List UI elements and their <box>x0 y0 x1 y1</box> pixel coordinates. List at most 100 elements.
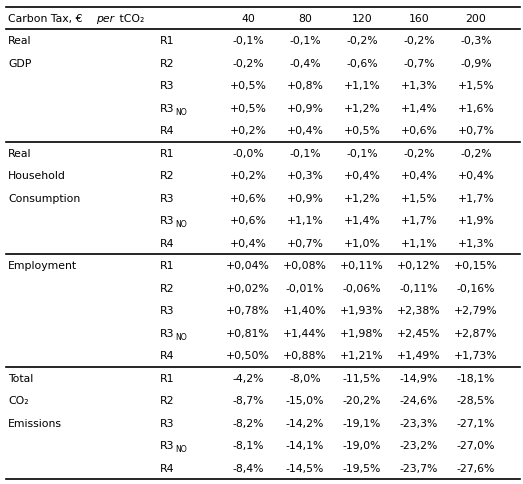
Text: +1,49%: +1,49% <box>397 350 441 361</box>
Text: R3: R3 <box>160 104 175 114</box>
Text: +0,04%: +0,04% <box>226 261 270 271</box>
Text: R2: R2 <box>160 395 175 406</box>
Text: -0,11%: -0,11% <box>400 283 438 293</box>
Text: GDP: GDP <box>8 59 31 69</box>
Text: Household: Household <box>8 171 66 181</box>
Text: -0,4%: -0,4% <box>289 59 321 69</box>
Text: +0,81%: +0,81% <box>226 328 270 338</box>
Text: -8,4%: -8,4% <box>232 463 264 473</box>
Text: -11,5%: -11,5% <box>343 373 381 383</box>
Text: +1,7%: +1,7% <box>458 193 494 203</box>
Text: +1,1%: +1,1% <box>401 238 437 248</box>
Text: -18,1%: -18,1% <box>457 373 495 383</box>
Text: -0,2%: -0,2% <box>403 149 435 158</box>
Text: Real: Real <box>8 149 31 158</box>
Text: R4: R4 <box>160 350 175 361</box>
Text: -0,1%: -0,1% <box>289 36 321 46</box>
Text: +1,5%: +1,5% <box>458 81 494 91</box>
Text: +0,9%: +0,9% <box>287 104 323 114</box>
Text: +0,12%: +0,12% <box>397 261 441 271</box>
Text: +1,44%: +1,44% <box>283 328 327 338</box>
Text: R1: R1 <box>160 149 175 158</box>
Text: +1,21%: +1,21% <box>340 350 384 361</box>
Text: -28,5%: -28,5% <box>457 395 495 406</box>
Text: R1: R1 <box>160 373 175 383</box>
Text: Total: Total <box>8 373 33 383</box>
Text: -0,2%: -0,2% <box>232 59 264 69</box>
Text: R4: R4 <box>160 126 175 136</box>
Text: R3: R3 <box>160 440 175 450</box>
Text: -8,2%: -8,2% <box>232 418 264 428</box>
Text: +0,2%: +0,2% <box>230 171 266 181</box>
Text: +0,2%: +0,2% <box>230 126 266 136</box>
Text: -14,9%: -14,9% <box>400 373 438 383</box>
Text: -0,9%: -0,9% <box>460 59 492 69</box>
Text: -0,7%: -0,7% <box>403 59 435 69</box>
Text: +2,45%: +2,45% <box>397 328 441 338</box>
Text: -14,5%: -14,5% <box>286 463 324 473</box>
Text: R1: R1 <box>160 261 175 271</box>
Text: R4: R4 <box>160 463 175 473</box>
Text: +0,11%: +0,11% <box>340 261 384 271</box>
Text: +0,15%: +0,15% <box>454 261 498 271</box>
Text: R2: R2 <box>160 283 175 293</box>
Text: 40: 40 <box>241 14 255 24</box>
Text: +1,9%: +1,9% <box>458 216 494 226</box>
Text: +1,3%: +1,3% <box>458 238 494 248</box>
Text: +1,40%: +1,40% <box>283 305 327 316</box>
Text: -15,0%: -15,0% <box>286 395 324 406</box>
Text: -8,7%: -8,7% <box>232 395 264 406</box>
Text: +1,3%: +1,3% <box>401 81 437 91</box>
Text: +1,4%: +1,4% <box>401 104 437 114</box>
Text: +1,0%: +1,0% <box>344 238 380 248</box>
Text: +0,4%: +0,4% <box>287 126 323 136</box>
Text: +0,4%: +0,4% <box>401 171 437 181</box>
Text: R4: R4 <box>160 238 175 248</box>
Text: R3: R3 <box>160 81 175 91</box>
Text: +1,93%: +1,93% <box>340 305 384 316</box>
Text: +0,78%: +0,78% <box>226 305 270 316</box>
Text: Employment: Employment <box>8 261 77 271</box>
Text: Consumption: Consumption <box>8 193 80 203</box>
Text: -8,0%: -8,0% <box>289 373 321 383</box>
Text: +0,6%: +0,6% <box>401 126 437 136</box>
Text: per: per <box>96 14 114 24</box>
Text: Carbon Tax, €: Carbon Tax, € <box>8 14 86 24</box>
Text: NO: NO <box>175 444 187 454</box>
Text: NO: NO <box>175 107 187 117</box>
Text: -0,2%: -0,2% <box>460 149 492 158</box>
Text: -0,1%: -0,1% <box>289 149 321 158</box>
Text: 160: 160 <box>408 14 429 24</box>
Text: +0,50%: +0,50% <box>226 350 270 361</box>
Text: -0,2%: -0,2% <box>403 36 435 46</box>
Text: +1,1%: +1,1% <box>344 81 380 91</box>
Text: -0,1%: -0,1% <box>346 149 378 158</box>
Text: +1,98%: +1,98% <box>340 328 384 338</box>
Text: +2,38%: +2,38% <box>397 305 441 316</box>
Text: +0,02%: +0,02% <box>226 283 270 293</box>
Text: Emissions: Emissions <box>8 418 62 428</box>
Text: -0,06%: -0,06% <box>343 283 381 293</box>
Text: 200: 200 <box>465 14 486 24</box>
Text: -0,2%: -0,2% <box>346 36 378 46</box>
Text: +1,5%: +1,5% <box>401 193 437 203</box>
Text: 120: 120 <box>351 14 372 24</box>
Text: -19,5%: -19,5% <box>343 463 381 473</box>
Text: +1,2%: +1,2% <box>344 104 380 114</box>
Text: -0,01%: -0,01% <box>286 283 324 293</box>
Text: -0,1%: -0,1% <box>232 36 264 46</box>
Text: +0,4%: +0,4% <box>344 171 380 181</box>
Text: R3: R3 <box>160 193 175 203</box>
Text: -0,3%: -0,3% <box>460 36 492 46</box>
Text: NO: NO <box>175 332 187 341</box>
Text: +2,79%: +2,79% <box>454 305 498 316</box>
Text: -14,2%: -14,2% <box>286 418 324 428</box>
Text: R3: R3 <box>160 216 175 226</box>
Text: -27,1%: -27,1% <box>457 418 495 428</box>
Text: -20,2%: -20,2% <box>343 395 381 406</box>
Text: R3: R3 <box>160 418 175 428</box>
Text: -0,16%: -0,16% <box>457 283 495 293</box>
Text: -23,3%: -23,3% <box>400 418 438 428</box>
Text: +0,7%: +0,7% <box>287 238 323 248</box>
Text: +0,4%: +0,4% <box>458 171 494 181</box>
